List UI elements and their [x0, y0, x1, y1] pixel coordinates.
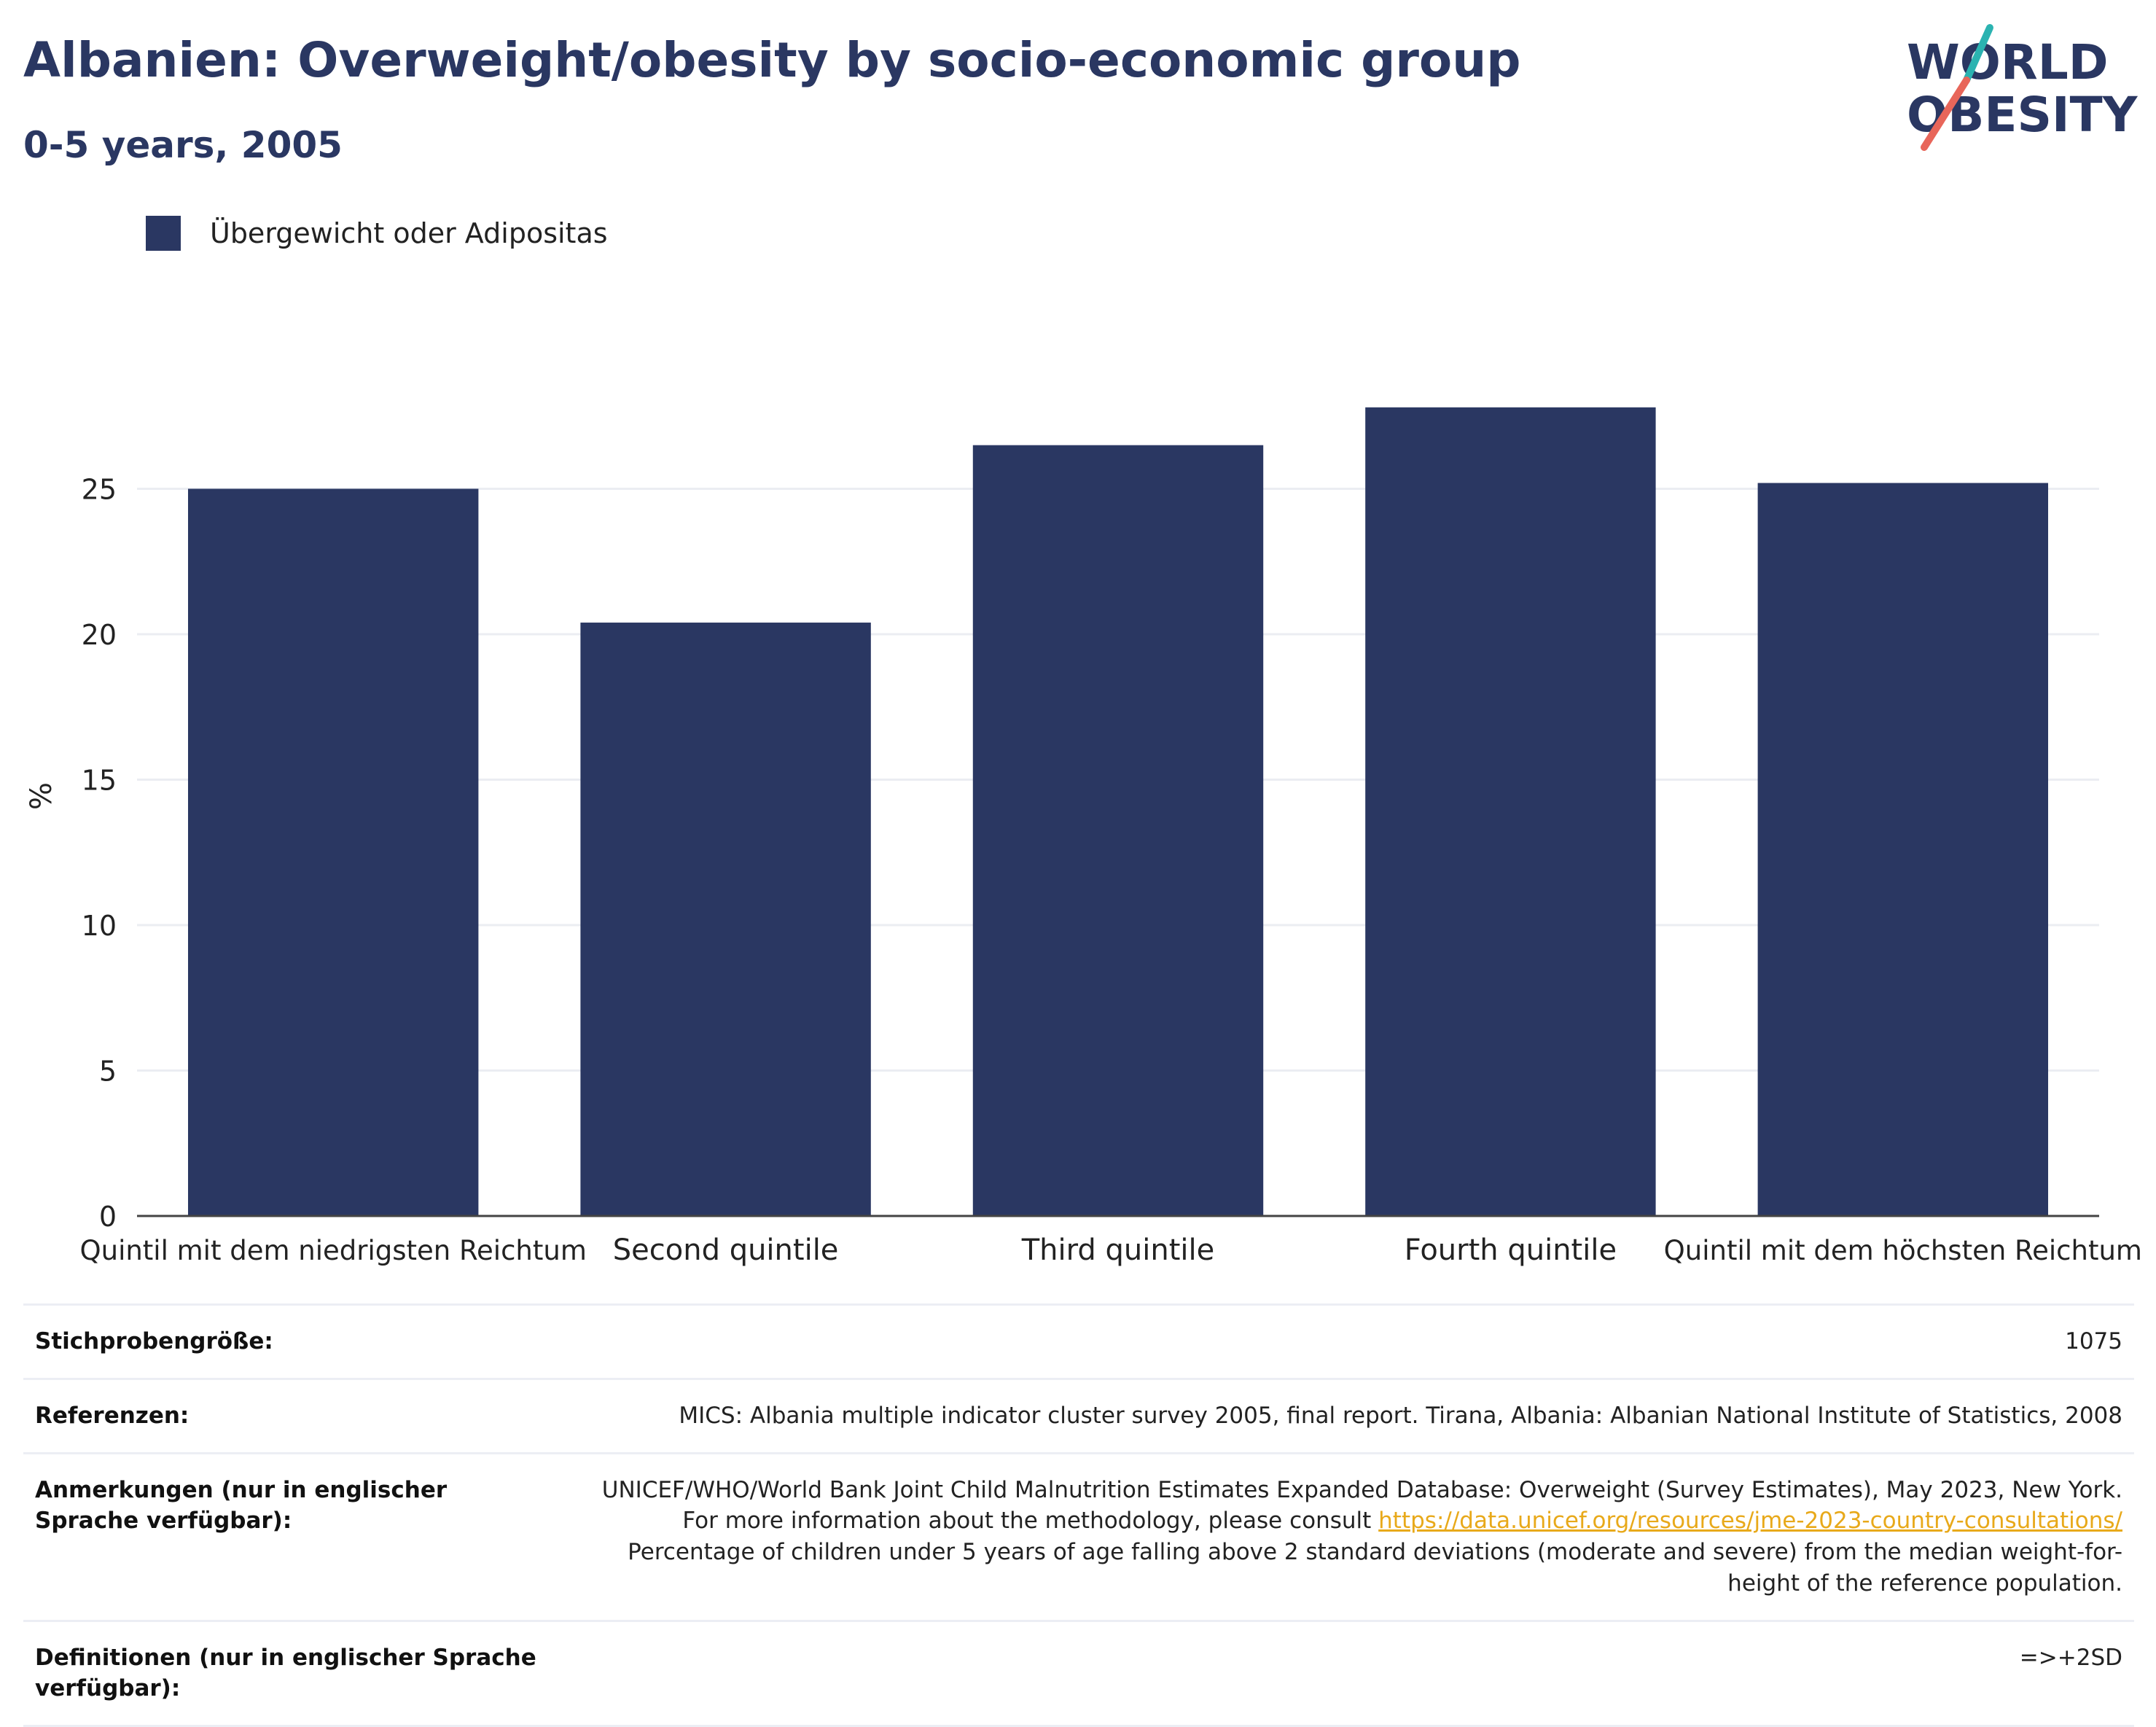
x-tick-label: Fourth quintile: [1405, 1233, 1617, 1267]
chart-subtitle: 0-5 years, 2005: [23, 124, 343, 166]
x-tick-label: Second quintile: [613, 1233, 839, 1267]
y-tick-label: 15: [82, 765, 117, 797]
y-tick-labels: 0 5 10 15 20 25: [82, 474, 117, 1233]
info-row-sample-size: Stichprobengröße: 1075: [23, 1304, 2134, 1379]
logo-line1: WORLD: [1907, 34, 2109, 90]
logo-slash-coral: [1921, 77, 1970, 151]
legend-label: Übergewicht oder Adipositas: [210, 217, 608, 249]
info-table: Stichprobengröße: 1075 Referenzen: MICS:…: [23, 1303, 2134, 1727]
info-value: =>+2SD: [2019, 1644, 2122, 1671]
methodology-link[interactable]: https://data.unicef.org/resources/jme-20…: [1378, 1508, 2122, 1535]
legend: Übergewicht oder Adipositas: [146, 216, 608, 251]
bar-chart: 0 5 10 15 20 25 Quintil mit dem niedrigsten R…: [25, 407, 2142, 1267]
bar[interactable]: [580, 623, 871, 1216]
x-tick-label: Quintil mit dem niedrigsten Reichtum: [80, 1235, 587, 1266]
bar[interactable]: [972, 445, 1264, 1216]
info-key: Stichprobengröße:: [35, 1328, 273, 1354]
x-tick-label: Quintil mit dem höchsten Reichtum: [1664, 1235, 2142, 1266]
bar[interactable]: [1365, 407, 1656, 1216]
info-key: Referenzen:: [35, 1402, 190, 1429]
logo-slash-teal: [1963, 24, 1993, 84]
y-tick-label: 10: [82, 910, 117, 942]
x-tick-labels: Quintil mit dem niedrigsten Reichtum Seco…: [80, 1233, 2142, 1267]
bar[interactable]: [187, 488, 479, 1217]
y-axis-label: %: [25, 782, 58, 810]
bar[interactable]: [1757, 483, 2049, 1216]
info-key: Anmerkungen (nur in englischer Sprache v…: [35, 1476, 448, 1535]
info-row-notes: Anmerkungen (nur in englischer Sprache v…: [23, 1453, 2134, 1621]
x-tick-label: Third quintile: [1021, 1233, 1214, 1267]
info-row-definitions: Definitionen (nur in englischer Sprache …: [23, 1621, 2134, 1726]
world-obesity-logo: WORLD OBESITY: [1907, 24, 2139, 151]
y-tick-label: 25: [82, 474, 117, 506]
y-tick-label: 20: [82, 619, 117, 651]
y-tick-label: 0: [99, 1201, 117, 1233]
info-value: 1075: [2065, 1328, 2122, 1354]
info-row-references: Referenzen: MICS: Albania multiple indic…: [23, 1379, 2134, 1453]
info-key: Definitionen (nur in englischer Sprache …: [35, 1644, 536, 1702]
y-tick-label: 5: [99, 1056, 117, 1088]
chart-title: Albanien: Overweight/obesity by socio-ec…: [23, 32, 1521, 88]
bars: [187, 407, 2049, 1217]
notes-text-after: Percentage of children under 5 years of …: [628, 1539, 2122, 1597]
info-value: MICS: Albania multiple indicator cluster…: [679, 1402, 2122, 1429]
legend-swatch: [146, 216, 181, 251]
notes-text-before: UNICEF/WHO/World Bank Joint Child Malnut…: [601, 1476, 2122, 1535]
info-value: UNICEF/WHO/World Bank Joint Child Malnut…: [557, 1453, 2134, 1621]
